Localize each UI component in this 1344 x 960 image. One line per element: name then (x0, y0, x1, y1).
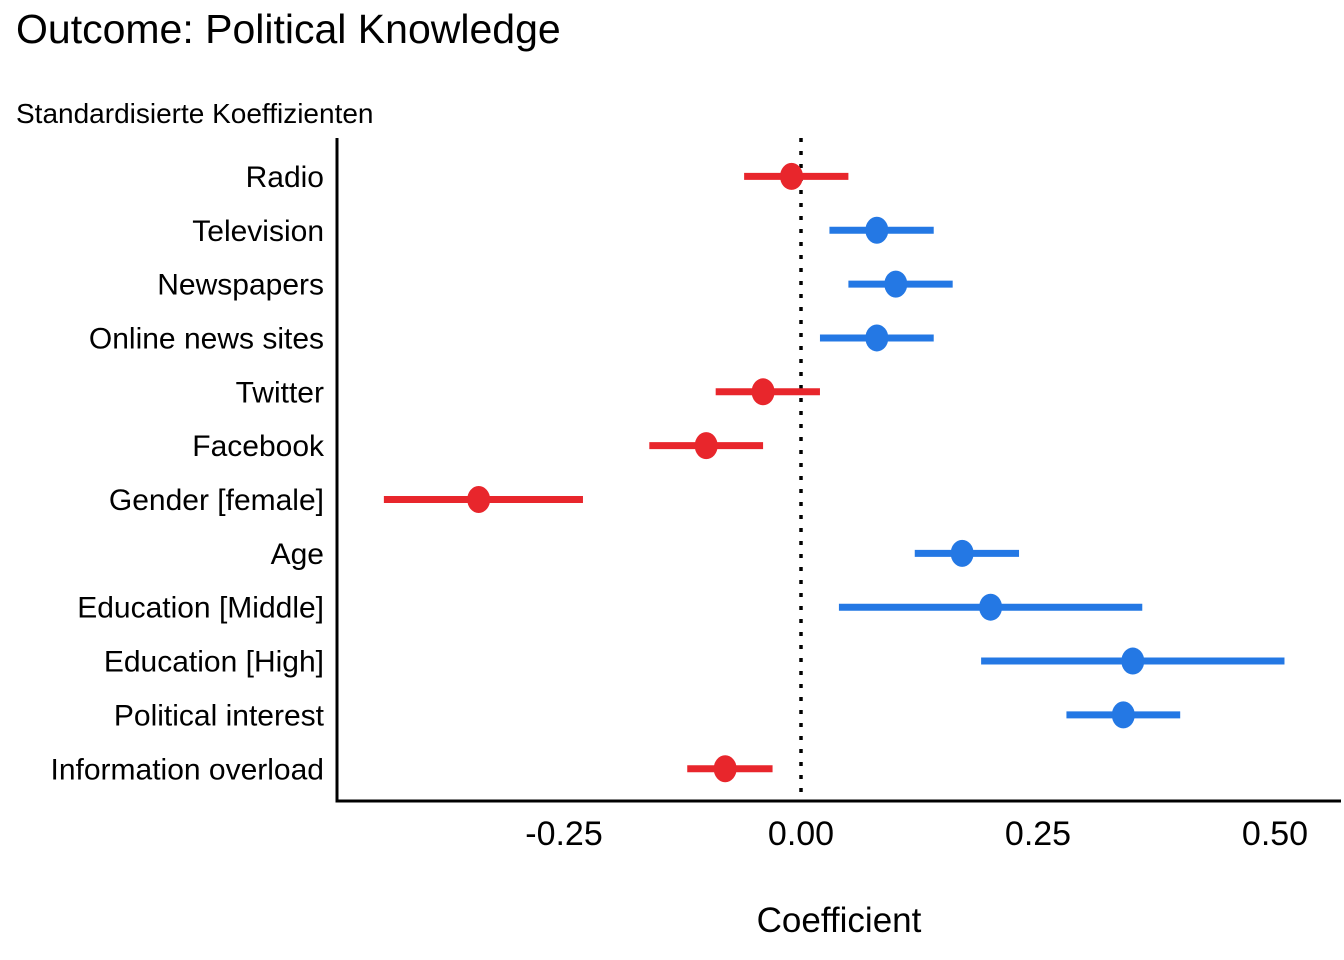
x-tick-label: -0.25 (525, 815, 603, 853)
estimate-point (865, 324, 889, 352)
category-label: Age (271, 538, 324, 571)
estimate-point (751, 378, 775, 406)
category-label: Education [Middle] (77, 592, 324, 625)
chart-title: Outcome: Political Knowledge (16, 6, 561, 52)
estimate-point (1111, 701, 1135, 729)
category-label: Facebook (192, 430, 325, 463)
chart-subtitle: Standardisierte Koeffizienten (16, 98, 374, 129)
estimate-point (713, 755, 737, 783)
estimate-point (694, 432, 718, 460)
estimate-point (884, 270, 908, 298)
category-label: Online news sites (89, 322, 324, 355)
category-label: Television (192, 215, 324, 248)
category-label: Newspapers (157, 269, 324, 302)
x-tick-label: 0.50 (1242, 815, 1308, 853)
estimate-point (865, 216, 889, 244)
x-axis-title: Coefficient (756, 901, 922, 940)
estimate-point (1121, 647, 1145, 675)
category-label: Political interest (114, 699, 325, 732)
category-label: Information overload (51, 753, 325, 786)
category-label: Gender [female] (109, 484, 324, 517)
category-label: Radio (246, 161, 324, 194)
estimate-point (780, 162, 804, 190)
x-tick-label: 0.25 (1005, 815, 1071, 853)
category-label: Twitter (236, 376, 324, 409)
category-label: Education [High] (104, 646, 324, 679)
estimate-point (979, 593, 1003, 621)
estimate-point (467, 486, 491, 513)
x-tick-label: 0.00 (768, 815, 834, 853)
estimate-point (950, 539, 974, 567)
